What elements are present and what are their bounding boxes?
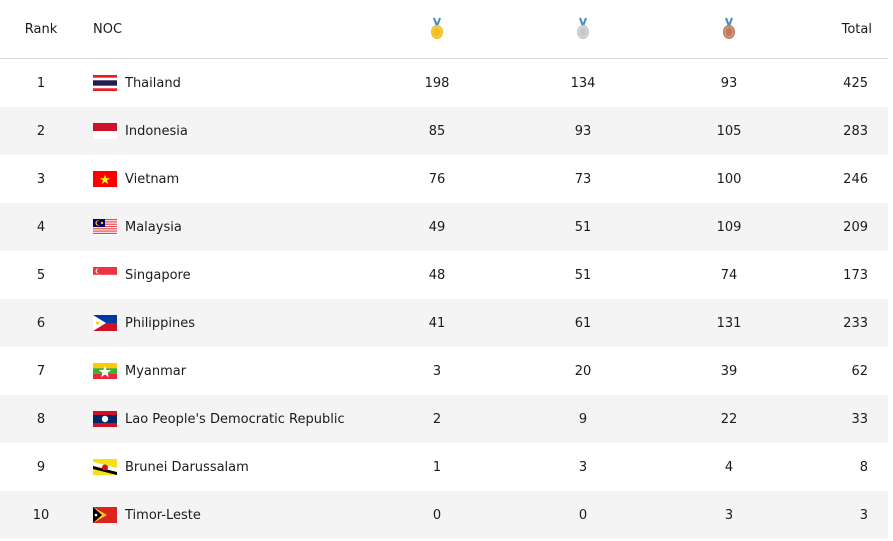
silver-count: 9 (510, 395, 656, 443)
rank-cell: 10 (0, 491, 82, 539)
country-name[interactable]: Timor-Leste (125, 507, 201, 523)
silver-count: 3 (578, 459, 588, 475)
silver-count: 93 (510, 107, 656, 155)
gold-count: 41 (364, 299, 510, 347)
total-count: 62 (851, 363, 868, 379)
bronze-count: 131 (656, 299, 802, 347)
table-row[interactable]: 8 Lao People's Democratic Republic 2 9 22 33 (0, 395, 888, 443)
total-count: 283 (802, 107, 888, 155)
flag-th-icon (93, 75, 117, 91)
table-row[interactable]: 3 Vietnam 76 73 100 246 (0, 155, 888, 203)
noc-cell[interactable]: Timor-Leste (82, 491, 364, 539)
flag-vn-icon (93, 171, 117, 187)
gold-count: 49 (364, 203, 510, 251)
gold-count: 76 (428, 171, 446, 187)
rank-cell: 5 (36, 267, 46, 283)
flag-bn-icon (93, 459, 117, 475)
noc-cell[interactable]: Brunei Darussalam (82, 443, 364, 491)
rank-header[interactable]: Rank (0, 0, 82, 59)
country-name[interactable]: Myanmar (125, 363, 187, 379)
noc-cell[interactable]: Malaysia (82, 203, 364, 251)
flag-tl-icon (93, 507, 117, 523)
flag-id-icon (93, 123, 117, 139)
bronze-count: 4 (724, 459, 734, 475)
table-row[interactable]: 6 Philippines 41 61 131 233 (0, 299, 888, 347)
bronze-count: 3 (656, 491, 802, 539)
gold-count: 198 (424, 75, 450, 91)
rank-cell: 6 (0, 299, 82, 347)
noc-cell[interactable]: Thailand (82, 59, 364, 108)
silver-count: 51 (574, 267, 592, 283)
total-header[interactable]: Total (802, 0, 888, 59)
gold-count: 85 (364, 107, 510, 155)
rank-cell: 8 (0, 395, 82, 443)
table-row[interactable]: 5 Singapore 48 51 74 173 (0, 251, 888, 299)
table-row[interactable]: 2 Indonesia 85 93 105 283 (0, 107, 888, 155)
bronze-count: 105 (656, 107, 802, 155)
bronze-medal-icon[interactable] (656, 0, 802, 59)
bronze-count: 39 (720, 363, 738, 379)
country-name[interactable]: Indonesia (125, 123, 188, 139)
bronze-count: 74 (720, 267, 738, 283)
rank-cell: 7 (36, 363, 46, 379)
table-row[interactable]: 7 Myanmar 3 20 39 62 (0, 347, 888, 395)
total-count: 246 (843, 171, 868, 187)
silver-count: 0 (510, 491, 656, 539)
country-name[interactable]: Lao People's Democratic Republic (125, 411, 345, 427)
table-row[interactable]: 4 Malaysia 49 51 109 209 (0, 203, 888, 251)
bronze-count: 93 (720, 75, 738, 91)
gold-count: 1 (432, 459, 442, 475)
total-count: 8 (859, 459, 868, 475)
total-count: 3 (802, 491, 888, 539)
silver-medal-icon[interactable] (510, 0, 656, 59)
header-row: Rank NOC Total (0, 0, 888, 59)
total-count: 209 (802, 203, 888, 251)
table-row[interactable]: 10 Timor-Leste 0 0 3 3 (0, 491, 888, 539)
country-name[interactable]: Vietnam (125, 171, 180, 187)
silver-count: 134 (570, 75, 596, 91)
country-name[interactable]: Thailand (125, 75, 181, 91)
silver-count: 20 (574, 363, 592, 379)
noc-header[interactable]: NOC (82, 0, 364, 59)
bronze-count: 109 (656, 203, 802, 251)
rank-cell: 3 (36, 171, 46, 187)
gold-count: 48 (428, 267, 446, 283)
total-count: 233 (802, 299, 888, 347)
gold-count: 0 (364, 491, 510, 539)
noc-cell[interactable]: Indonesia (82, 107, 364, 155)
noc-cell[interactable]: Vietnam (82, 155, 364, 203)
gold-count: 2 (364, 395, 510, 443)
rank-cell: 2 (0, 107, 82, 155)
bronze-count: 22 (656, 395, 802, 443)
rank-cell: 1 (36, 75, 46, 91)
country-name[interactable]: Malaysia (125, 219, 182, 235)
flag-sg-icon (93, 267, 117, 283)
gold-count: 3 (432, 363, 442, 379)
total-count: 33 (802, 395, 888, 443)
flag-my-icon (93, 219, 117, 235)
country-name[interactable]: Philippines (125, 315, 196, 331)
silver-count: 61 (510, 299, 656, 347)
gold-medal-icon[interactable] (364, 0, 510, 59)
flag-la-icon (93, 411, 117, 427)
noc-cell[interactable]: Philippines (82, 299, 364, 347)
country-name[interactable]: Singapore (125, 267, 191, 283)
total-count: 425 (843, 75, 868, 91)
bronze-count: 100 (716, 171, 742, 187)
country-name[interactable]: Brunei Darussalam (125, 459, 249, 475)
silver-count: 51 (510, 203, 656, 251)
table-row[interactable]: 9 Brunei Darussalam 1 3 4 8 (0, 443, 888, 491)
table-row[interactable]: 1 Thailand 198 134 93 425 (0, 59, 888, 108)
flag-mm-icon (93, 363, 117, 379)
noc-cell[interactable]: Myanmar (82, 347, 364, 395)
rank-cell: 9 (36, 459, 46, 475)
silver-count: 73 (574, 171, 592, 187)
noc-cell[interactable]: Singapore (82, 251, 364, 299)
flag-ph-icon (93, 315, 117, 331)
rank-cell: 4 (0, 203, 82, 251)
noc-cell[interactable]: Lao People's Democratic Republic (82, 395, 364, 443)
total-count: 173 (843, 267, 868, 283)
